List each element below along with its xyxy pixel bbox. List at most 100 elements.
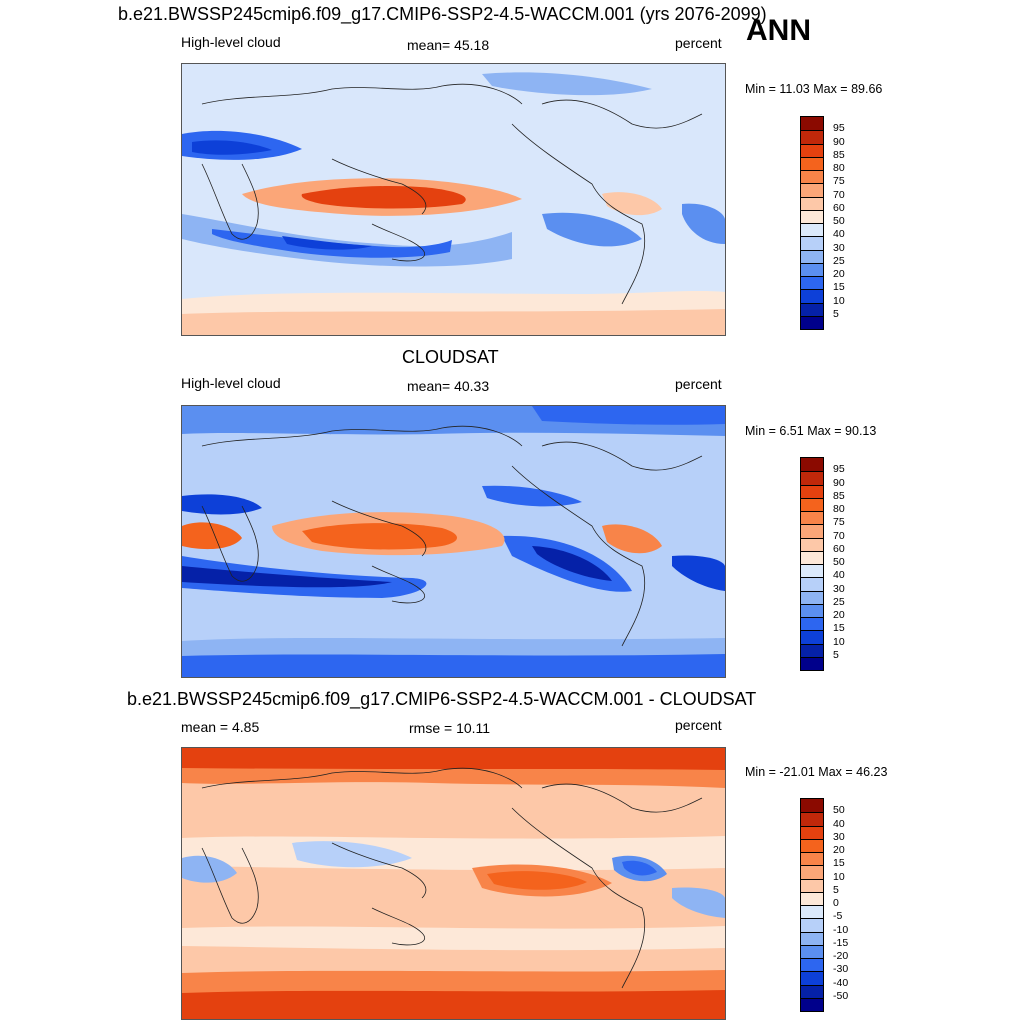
panel-3-colorbar-box: [801, 944, 823, 958]
panel-3-arctic-diff: [182, 748, 725, 770]
panel-1-amazon-warm: [602, 192, 662, 216]
panel-1-colorbar-box: [801, 223, 823, 237]
panel-1-subtropical-south-deep: [282, 236, 372, 250]
panel-2-colorbar-box: [801, 630, 823, 644]
panel-2-colorbar-label: 20: [833, 609, 845, 621]
panel-3-rmse-label: rmse = 10.11: [409, 720, 491, 736]
panel-3-colorbar-box: [801, 825, 823, 839]
panel-3-colorbar-label: 5: [833, 883, 839, 896]
panel-2-colorbar-label: 50: [833, 556, 845, 568]
panel-3-minmax: Min = -21.01 Max = 46.23: [745, 765, 888, 779]
panel-2-coastlines: [201, 425, 703, 647]
panel-3-colorbar-box: [801, 918, 823, 932]
panel-1-minmax: Min = 11.03 Max = 89.66: [745, 82, 883, 96]
panel-1-colorbar-box: [801, 156, 823, 170]
panel-1-units-label: percent: [675, 35, 722, 51]
panel-2-mean-label: mean= 40.33: [407, 378, 490, 394]
panel-3-map-svg: [182, 748, 725, 1019]
panel-3-colorbar-box: [801, 905, 823, 919]
panel-1-colorbar-label: 60: [833, 201, 845, 214]
panel-2-atlantic-dry: [672, 555, 725, 591]
panel-2-colorbar-box: [801, 497, 823, 511]
panel-1-colorbar-box: [801, 170, 823, 184]
panel-1-east-pacific-cool: [542, 212, 642, 247]
panel-1-coastlines: [201, 83, 703, 305]
panel-1-colorbar-box: [801, 262, 823, 276]
panel-2-pacific-dry-core: [532, 546, 612, 581]
panel-1-colorbar-box: [801, 276, 823, 290]
panel-1-colorbar-box: [801, 236, 823, 250]
panel-3-amazon-diff: [622, 860, 657, 876]
panel-2-colorbar-box: [801, 564, 823, 578]
panel-3-colorbar-label: 30: [833, 830, 845, 843]
panel-3-colorbar-label: -5: [833, 910, 843, 923]
panel-1-colorbar-box: [801, 249, 823, 263]
panel-3-colorbar-box: [801, 865, 823, 879]
panel-2-colorbar-label: 10: [833, 635, 845, 648]
panel-2-colorbar-box: [801, 524, 823, 538]
panel-2-colorbar-box: [801, 511, 823, 525]
panel-3-colorbar-box: [801, 891, 823, 905]
panel-2-colorbar-box: [801, 603, 823, 617]
panel-2-colorbar-label: 75: [833, 516, 845, 529]
panel-1-colorbar-label: 90: [833, 135, 845, 148]
panel-1-colorbar-label: 20: [833, 268, 845, 280]
panel-3-colorbar-box: [801, 799, 823, 813]
panel-2-colorbar-box: [801, 550, 823, 564]
panel-1-colorbar-label: 75: [833, 175, 845, 188]
panel-2-antarctic-dry: [182, 654, 725, 677]
panel-2-colorbar-label: 5: [833, 648, 839, 661]
panel-3-colorbar-label: 0: [833, 897, 839, 909]
panel-2-colorbar-box: [801, 537, 823, 551]
panel-3-colorbar: [800, 798, 824, 1012]
panel-1-title: b.e21.BWSSP245cmip6.f09_g17.CMIP6-SSP2-4…: [118, 4, 767, 24]
panel-1-colorbar-box: [801, 143, 823, 157]
panel-3-colorbar-label: 20: [833, 844, 845, 856]
panel-1-colorbar-box: [801, 117, 823, 131]
panel-2-map-svg: [182, 406, 725, 677]
panel-2-colorbar-label: 30: [833, 582, 845, 595]
panel-2-subtropical-south-core: [182, 566, 392, 588]
panel-3-antarctic-diff: [182, 990, 725, 1019]
panel-3-colorbar-label: -40: [833, 976, 849, 989]
panel-1-colorbar-label: 15: [833, 281, 845, 294]
panel-1-colorbar-box: [801, 302, 823, 316]
panel-1-itcz-core: [301, 186, 466, 209]
season-label: ANN: [746, 14, 811, 47]
panel-2-colorbar-box: [801, 458, 823, 472]
panel-2-colorbar-label: 25: [833, 595, 845, 608]
panel-3-colorbar-box: [801, 997, 823, 1011]
panel-3-colorbar-label: -30: [833, 963, 849, 976]
panel-3-colorbar-label: 50: [833, 804, 845, 817]
panel-1-colorbar-box: [801, 289, 823, 303]
panel-2-amazon-warm: [602, 524, 662, 554]
panel-2-itcz-core: [302, 523, 457, 550]
panel-1-colorbar-label: 25: [833, 254, 845, 267]
panel-2-colorbar-label: 40: [833, 569, 845, 582]
panel-2-arctic-dry-core: [532, 406, 725, 425]
panel-3-colorbar-box: [801, 852, 823, 866]
panel-3-colorbar-label: -10: [833, 923, 849, 936]
panel-3-title: b.e21.BWSSP245cmip6.f09_g17.CMIP6-SSP2-4…: [127, 689, 757, 709]
panel-2-colorbar-box: [801, 656, 823, 670]
panel-3-map: [181, 747, 726, 1020]
panel-1-colorbar-label: 40: [833, 228, 845, 241]
panel-1-colorbar-label: 95: [833, 122, 845, 135]
panel-2-colorbar: [800, 457, 824, 671]
panel-2-colorbar-box: [801, 590, 823, 604]
panel-1-colorbar-box: [801, 315, 823, 329]
panel-3-colorbar-box: [801, 984, 823, 998]
panel-1-colorbar-box: [801, 196, 823, 210]
panel-2-colorbar-label: 85: [833, 489, 845, 502]
panel-2-north-pacific-dry: [482, 485, 582, 507]
panel-3-colorbar-box: [801, 838, 823, 852]
panel-3-colorbar-label: 10: [833, 870, 845, 883]
panel-3-coastlines: [201, 767, 703, 989]
panel-2-title: CLOUDSAT: [402, 347, 499, 367]
panel-1-map: [181, 63, 726, 336]
panel-3-mean-label: mean = 4.85: [181, 719, 260, 735]
panel-2-units-label: percent: [675, 376, 722, 392]
panel-2-colorbar-label: 80: [833, 503, 845, 515]
panel-2-colorbar-box: [801, 471, 823, 485]
panel-2-colorbar-box: [801, 484, 823, 498]
